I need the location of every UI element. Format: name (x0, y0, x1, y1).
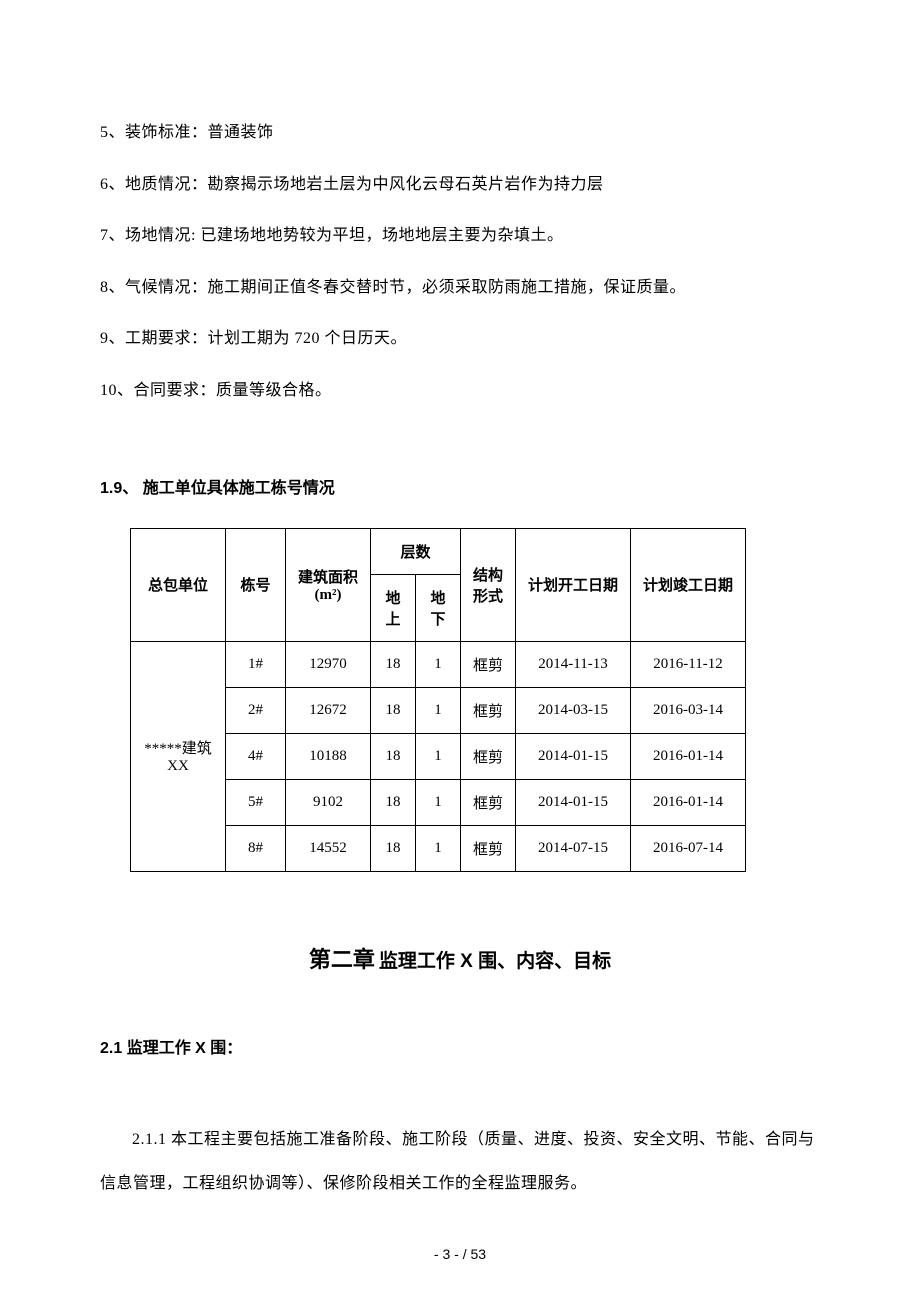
chapter-main-text: 第二章 (309, 947, 375, 972)
cell-structure: 框剪 (461, 641, 516, 687)
cell-end: 2016-01-14 (631, 779, 746, 825)
cell-structure: 框剪 (461, 825, 516, 871)
contractor-line1: *****建筑 (144, 741, 212, 757)
cell-above: 18 (371, 825, 416, 871)
cell-area: 9102 (286, 779, 371, 825)
header-below-ground: 地下 (416, 574, 461, 641)
cell-below: 1 (416, 687, 461, 733)
cell-structure: 框剪 (461, 733, 516, 779)
cell-end: 2016-11-12 (631, 641, 746, 687)
list-item-10: 10、合同要求：质量等级合格。 (100, 378, 820, 404)
table-body: *****建筑 XX 1# 12970 18 1 框剪 2014-11-13 2… (131, 641, 746, 871)
cell-below: 1 (416, 825, 461, 871)
list-item-9: 9、工期要求：计划工期为 720 个日历天。 (100, 326, 820, 352)
list-item-6: 6、地质情况：勘察揭示场地岩土层为中风化云母石英片岩作为持力层 (100, 172, 820, 198)
cell-end: 2016-03-14 (631, 687, 746, 733)
cell-above: 18 (371, 779, 416, 825)
header-area: 建筑面积 (m²) (286, 528, 371, 641)
section-1-9-heading: 1.9、 施工单位具体施工栋号情况 (100, 474, 820, 498)
cell-area: 12970 (286, 641, 371, 687)
header-contractor: 总包单位 (131, 528, 226, 641)
header-area-line2: (m²) (315, 587, 342, 603)
header-planned-start: 计划开工日期 (516, 528, 631, 641)
list-item-5: 5、装饰标准：普通装饰 (100, 120, 820, 146)
table-row: *****建筑 XX 1# 12970 18 1 框剪 2014-11-13 2… (131, 641, 746, 687)
cell-below: 1 (416, 733, 461, 779)
cell-building-no: 2# (226, 687, 286, 733)
section-2-1-1-body: 2.1.1 本工程主要包括施工准备阶段、施工阶段（质量、进度、投资、安全文明、节… (100, 1118, 820, 1208)
header-planned-end: 计划竣工日期 (631, 528, 746, 641)
header-structure: 结构 形式 (461, 528, 516, 641)
header-structure-line2: 形式 (473, 589, 503, 605)
cell-building-no: 8# (226, 825, 286, 871)
cell-above: 18 (371, 641, 416, 687)
chapter-sub-text: 监理工作 X 围、内容、目标 (379, 951, 611, 972)
construction-table: 总包单位 栋号 建筑面积 (m²) 层数 结构 形式 计划开工日期 计划竣工日期… (130, 528, 746, 872)
cell-start: 2014-11-13 (516, 641, 631, 687)
cell-structure: 框剪 (461, 779, 516, 825)
cell-above: 18 (371, 733, 416, 779)
cell-start: 2014-01-15 (516, 779, 631, 825)
page-number: - 3 - / 53 (0, 1246, 920, 1262)
list-item-8: 8、气候情况：施工期间正值冬春交替时节，必须采取防雨施工措施，保证质量。 (100, 275, 820, 301)
cell-building-no: 1# (226, 641, 286, 687)
list-item-7: 7、场地情况: 已建场地地势较为平坦，场地地层主要为杂填土。 (100, 223, 820, 249)
header-structure-line1: 结构 (473, 568, 503, 584)
cell-end: 2016-01-14 (631, 733, 746, 779)
header-area-line1: 建筑面积 (298, 570, 358, 586)
table-header-row-1: 总包单位 栋号 建筑面积 (m²) 层数 结构 形式 计划开工日期 计划竣工日期 (131, 528, 746, 574)
cell-area: 14552 (286, 825, 371, 871)
section-2-1-heading: 2.1 监理工作 X 围： (100, 1034, 820, 1058)
cell-area: 10188 (286, 733, 371, 779)
cell-start: 2014-03-15 (516, 687, 631, 733)
cell-start: 2014-01-15 (516, 733, 631, 779)
cell-structure: 框剪 (461, 687, 516, 733)
section-title: 施工单位具体施工栋号情况 (143, 480, 335, 497)
chapter-2-title: 第二章 监理工作 X 围、内容、目标 (100, 942, 820, 974)
cell-start: 2014-07-15 (516, 825, 631, 871)
cell-building-no: 5# (226, 779, 286, 825)
cell-building-no: 4# (226, 733, 286, 779)
contractor-line2: XX (167, 758, 189, 774)
cell-below: 1 (416, 779, 461, 825)
cell-end: 2016-07-14 (631, 825, 746, 871)
cell-above: 18 (371, 687, 416, 733)
section-number: 1.9、 (100, 480, 138, 497)
cell-below: 1 (416, 641, 461, 687)
header-building-no: 栋号 (226, 528, 286, 641)
header-above-ground: 地上 (371, 574, 416, 641)
cell-contractor: *****建筑 XX (131, 641, 226, 871)
header-floors: 层数 (371, 528, 461, 574)
cell-area: 12672 (286, 687, 371, 733)
